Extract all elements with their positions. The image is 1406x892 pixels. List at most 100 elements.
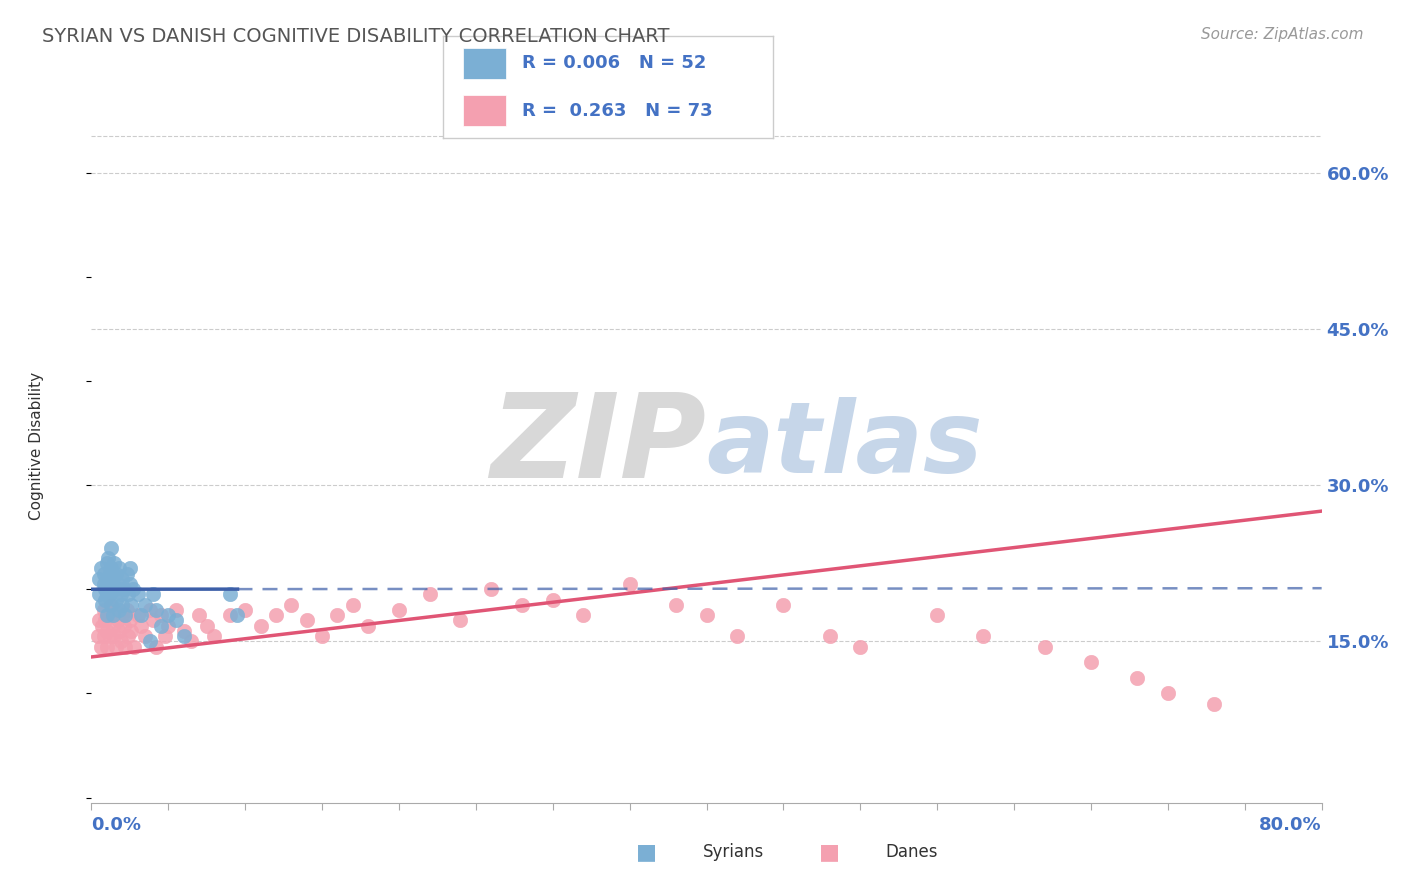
Point: [108, 561, 131, 575]
Point: [91, 618, 114, 632]
Point: [97, 551, 120, 566]
Text: R = 0.006   N = 52: R = 0.006 N = 52: [522, 54, 707, 72]
Point: [93, 566, 115, 581]
Point: [111, 572, 134, 586]
Point: [665, 598, 688, 612]
Point: [96, 587, 118, 601]
Point: [87, 614, 110, 628]
Point: [149, 618, 172, 632]
Text: Syrians: Syrians: [703, 843, 765, 861]
Point: [173, 624, 195, 638]
Text: Danes: Danes: [886, 843, 938, 861]
Point: [108, 624, 131, 638]
Point: [145, 603, 167, 617]
Point: [122, 582, 145, 597]
Point: [101, 577, 124, 591]
Point: [1202, 697, 1225, 711]
Point: [772, 598, 794, 612]
Text: 0.0%: 0.0%: [91, 816, 142, 834]
Point: [342, 598, 364, 612]
Point: [105, 592, 127, 607]
Point: [111, 598, 134, 612]
Point: [127, 587, 149, 601]
Point: [100, 598, 122, 612]
Point: [100, 561, 122, 575]
Point: [90, 640, 112, 654]
Point: [98, 566, 121, 581]
Point: [93, 629, 115, 643]
Point: [94, 614, 117, 628]
Point: [96, 556, 118, 570]
Text: SYRIAN VS DANISH COGNITIVE DISABILITY CORRELATION CHART: SYRIAN VS DANISH COGNITIVE DISABILITY CO…: [42, 27, 669, 45]
Text: ■: ■: [820, 842, 839, 862]
Text: ZIP: ZIP: [491, 389, 706, 503]
Point: [449, 614, 471, 628]
Point: [180, 634, 202, 648]
Point: [94, 582, 117, 597]
Point: [226, 608, 249, 623]
Point: [388, 603, 411, 617]
Point: [110, 587, 132, 601]
Point: [849, 640, 872, 654]
Point: [165, 614, 187, 628]
Bar: [463, 95, 506, 126]
Point: [120, 624, 142, 638]
Point: [510, 598, 533, 612]
Point: [103, 629, 125, 643]
Point: [572, 608, 595, 623]
Point: [479, 582, 502, 597]
Point: [127, 608, 149, 623]
Point: [108, 603, 131, 617]
Point: [107, 614, 129, 628]
Point: [1080, 655, 1102, 669]
Point: [103, 556, 125, 570]
Point: [1157, 686, 1180, 700]
Point: [818, 629, 841, 643]
Point: [264, 608, 287, 623]
Point: [96, 640, 118, 654]
Point: [139, 603, 162, 617]
Point: [149, 608, 172, 623]
Point: [218, 608, 240, 623]
Text: atlas: atlas: [706, 398, 983, 494]
Point: [105, 640, 127, 654]
Point: [202, 629, 225, 643]
Point: [94, 592, 117, 607]
Point: [87, 587, 110, 601]
Point: [96, 624, 118, 638]
Point: [103, 603, 125, 617]
Point: [165, 603, 187, 617]
Point: [120, 598, 142, 612]
Point: [142, 587, 165, 601]
Point: [157, 618, 180, 632]
Point: [139, 634, 162, 648]
Point: [696, 608, 718, 623]
Point: [129, 608, 152, 623]
Point: [114, 608, 136, 623]
Point: [280, 598, 302, 612]
Point: [129, 618, 152, 632]
Point: [541, 592, 564, 607]
Point: [105, 566, 127, 581]
Point: [118, 577, 141, 591]
Point: [114, 640, 136, 654]
Point: [100, 598, 122, 612]
Point: [157, 608, 180, 623]
Point: [619, 577, 641, 591]
Text: Cognitive Disability: Cognitive Disability: [28, 372, 44, 520]
Point: [115, 603, 138, 617]
Point: [218, 587, 240, 601]
Point: [93, 603, 115, 617]
Text: Source: ZipAtlas.com: Source: ZipAtlas.com: [1201, 27, 1364, 42]
Point: [173, 629, 195, 643]
Point: [97, 582, 120, 597]
Point: [115, 566, 138, 581]
Point: [98, 629, 121, 643]
Point: [295, 614, 318, 628]
Point: [145, 640, 167, 654]
Point: [249, 618, 271, 632]
Point: [107, 577, 129, 591]
Point: [101, 608, 124, 623]
Point: [1033, 640, 1056, 654]
Point: [419, 587, 441, 601]
